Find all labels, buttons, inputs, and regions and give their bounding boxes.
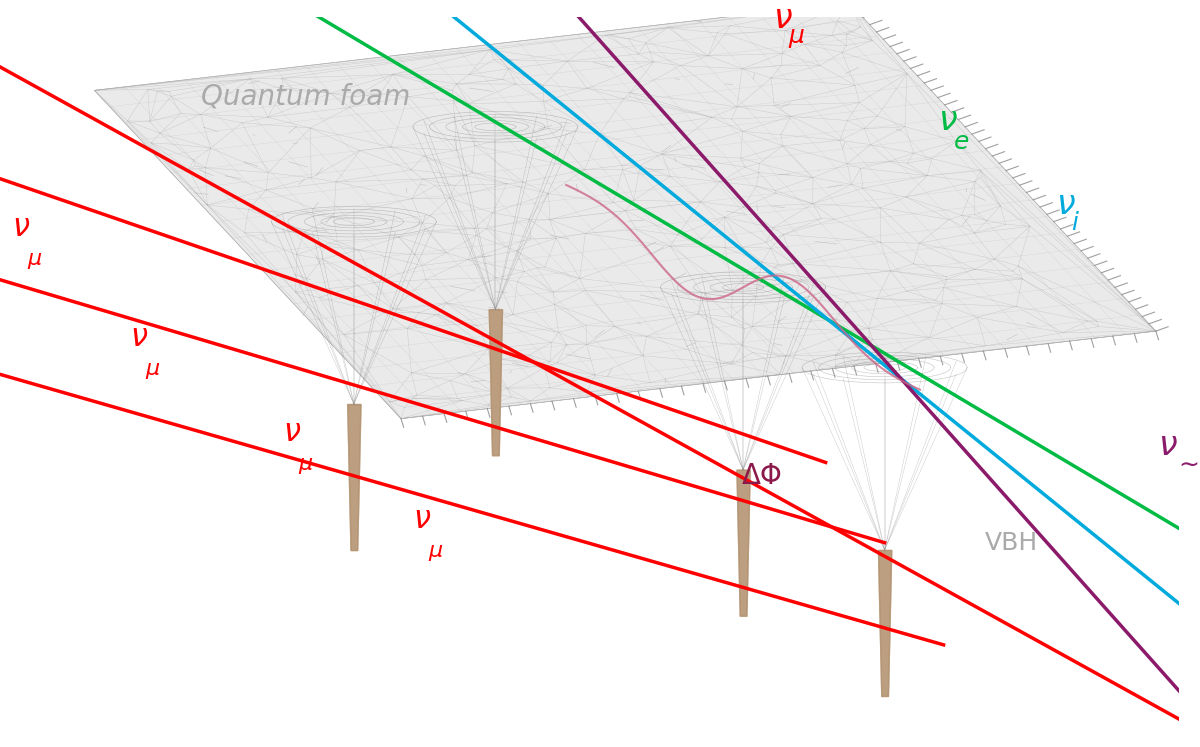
Text: $\mu$: $\mu$ bbox=[788, 26, 805, 50]
Polygon shape bbox=[95, 3, 1156, 418]
Text: $\nu$: $\nu$ bbox=[773, 2, 792, 35]
Text: $\nu$: $\nu$ bbox=[1158, 429, 1178, 462]
Text: $\mu$: $\mu$ bbox=[428, 542, 444, 563]
Text: VBH: VBH bbox=[985, 531, 1038, 555]
Text: $\mu$: $\mu$ bbox=[145, 359, 161, 381]
Text: $\mu$: $\mu$ bbox=[299, 453, 314, 476]
Text: $\nu$: $\nu$ bbox=[937, 105, 958, 137]
Text: $\nu$: $\nu$ bbox=[130, 322, 148, 353]
Text: $i$: $i$ bbox=[1070, 211, 1080, 235]
Text: $\nu$: $\nu$ bbox=[413, 504, 431, 535]
Text: $\nu$: $\nu$ bbox=[12, 212, 30, 244]
Text: $\sim$: $\sim$ bbox=[1174, 452, 1199, 476]
Text: $e$: $e$ bbox=[953, 130, 970, 154]
Text: $\Delta\Phi$: $\Delta\Phi$ bbox=[740, 462, 782, 490]
Text: Quantum foam: Quantum foam bbox=[200, 83, 409, 111]
Text: $\nu$: $\nu$ bbox=[1056, 188, 1075, 221]
Text: $\nu$: $\nu$ bbox=[283, 417, 301, 447]
Text: $\mu$: $\mu$ bbox=[28, 249, 42, 271]
